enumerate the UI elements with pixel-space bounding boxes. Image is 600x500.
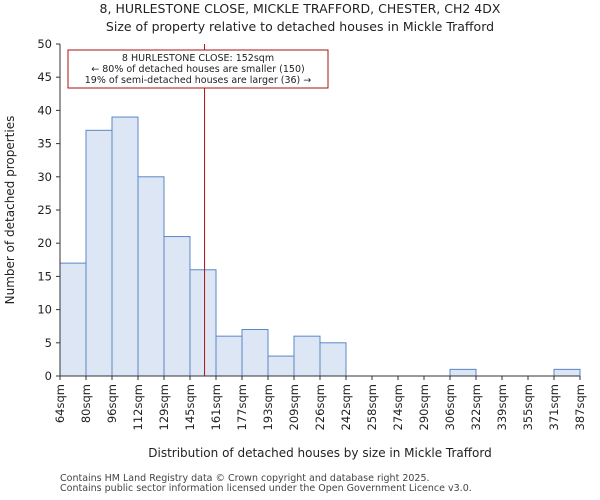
x-tick-label: 306sqm — [443, 384, 457, 430]
chart-title: 8, HURLESTONE CLOSE, MICKLE TRAFFORD, CH… — [100, 1, 501, 16]
x-tick-label: 339sqm — [495, 384, 509, 430]
bar — [163, 236, 191, 377]
x-tick-label: 322sqm — [469, 384, 483, 430]
x-tick-label: 80sqm — [79, 384, 93, 423]
x-tick-label: 145sqm — [183, 384, 197, 430]
bar — [59, 262, 87, 377]
x-tick-label: 387sqm — [573, 384, 587, 430]
y-tick-label: 25 — [37, 203, 52, 217]
footer-licence: Contains public sector information licen… — [60, 483, 472, 494]
annotation-line: ← 80% of detached houses are smaller (15… — [91, 64, 304, 75]
chart-subtitle: Size of property relative to detached ho… — [106, 19, 494, 34]
footer-copyright: Contains HM Land Registry data © Crown c… — [60, 473, 430, 484]
x-tick-label: 355sqm — [521, 384, 535, 430]
x-tick-label: 371sqm — [547, 384, 561, 430]
x-tick-label: 112sqm — [131, 384, 145, 430]
x-tick-label: 129sqm — [157, 384, 171, 430]
x-tick-label: 177sqm — [235, 384, 249, 430]
y-axis-label: Number of detached properties — [3, 116, 17, 305]
x-tick-label: 193sqm — [261, 384, 275, 430]
annotation-box — [67, 49, 329, 89]
y-tick-label: 40 — [37, 103, 52, 117]
y-tick-label: 15 — [37, 269, 52, 283]
bar — [189, 269, 217, 377]
x-tick-label: 96sqm — [105, 384, 119, 423]
x-tick-label: 209sqm — [287, 384, 301, 430]
y-tick-label: 30 — [37, 170, 52, 184]
bar — [215, 335, 243, 377]
x-tick-label: 290sqm — [417, 384, 431, 430]
bar — [267, 355, 295, 377]
bar — [319, 342, 347, 377]
bar — [85, 129, 113, 377]
bar — [111, 116, 139, 377]
y-tick-label: 5 — [45, 336, 52, 350]
bar — [137, 176, 165, 377]
bar — [449, 368, 477, 377]
y-tick-label: 50 — [37, 37, 52, 51]
x-axis-label: Distribution of detached houses by size … — [148, 446, 491, 460]
y-tick-label: 0 — [45, 369, 52, 383]
bar — [293, 335, 321, 377]
x-tick-label: 64sqm — [53, 384, 67, 423]
x-tick-label: 258sqm — [365, 384, 379, 430]
plot-area: 0 5 10 15 20 25 30 35 40 45 50 64sqm 80sqm 96sqm 112sq… — [37, 37, 587, 430]
x-tick-label: 274sqm — [391, 384, 405, 430]
annotation-line: 8 HURLESTONE CLOSE: 152sqm — [122, 53, 274, 64]
y-tick-label: 20 — [37, 236, 52, 250]
x-tick-label: 242sqm — [339, 384, 353, 430]
y-tick-label: 10 — [37, 303, 52, 317]
x-tick-label: 226sqm — [313, 384, 327, 430]
y-tick-label: 45 — [37, 70, 52, 84]
annotation-line: 19% of semi-detached houses are larger (… — [85, 75, 312, 86]
x-tick-label: 161sqm — [209, 384, 223, 430]
bar — [553, 368, 581, 377]
y-tick-label: 35 — [37, 137, 52, 151]
bar — [241, 329, 269, 377]
